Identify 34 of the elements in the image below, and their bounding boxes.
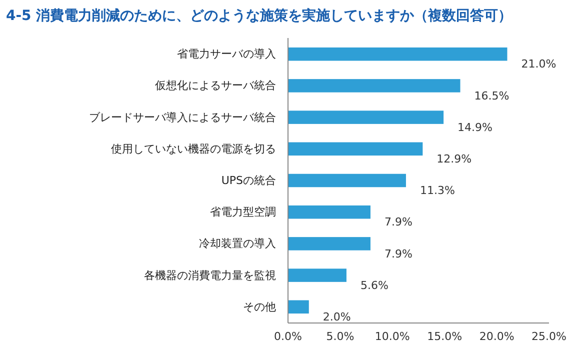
y-tick-label: 各機器の消費電力量を監視 xyxy=(144,268,276,282)
bar xyxy=(288,47,508,61)
y-tick-label: 省電力サーバの導入 xyxy=(177,48,276,61)
bar xyxy=(288,300,309,314)
x-tick-label: 20.0% xyxy=(479,330,514,343)
x-tick-label: 0.0% xyxy=(274,330,302,343)
y-tick-label: UPSの統合 xyxy=(221,174,276,188)
data-label: 11.3% xyxy=(420,184,455,198)
bar xyxy=(288,268,346,282)
y-tick-label: 冷却装置の導入 xyxy=(199,237,276,250)
chart-title: 4-5 消費電力削減のために、どのような施策を実施していますか（複数回答可） xyxy=(6,7,512,24)
data-label: 2.0% xyxy=(322,310,351,324)
bar xyxy=(288,205,370,219)
bar xyxy=(288,110,444,124)
data-label: 7.9% xyxy=(384,216,412,229)
y-tick-label: 仮想化によるサーバ統合 xyxy=(155,79,276,92)
data-label: 7.9% xyxy=(384,247,412,260)
bar xyxy=(288,79,460,92)
y-tick-label: 省電力型空調 xyxy=(210,206,276,219)
data-label: 16.5% xyxy=(474,89,510,102)
bar xyxy=(288,174,406,188)
y-tick-label: 使用していない機器の電源を切る xyxy=(111,142,276,156)
data-label: 12.9% xyxy=(436,152,472,166)
bar xyxy=(288,237,370,250)
x-tick-label: 15.0% xyxy=(427,330,462,343)
data-label: 5.6% xyxy=(360,278,388,292)
x-tick-label: 5.0% xyxy=(326,330,354,343)
y-tick-label: ブレードサーバ導入によるサーバ統合 xyxy=(89,110,276,124)
data-label: 21.0% xyxy=(521,58,556,71)
x-tick-label: 25.0% xyxy=(532,330,566,343)
x-tick-label: 10.0% xyxy=(374,330,410,343)
bar xyxy=(288,142,423,156)
y-tick-label: その他 xyxy=(243,300,276,314)
data-label: 14.9% xyxy=(458,120,493,134)
